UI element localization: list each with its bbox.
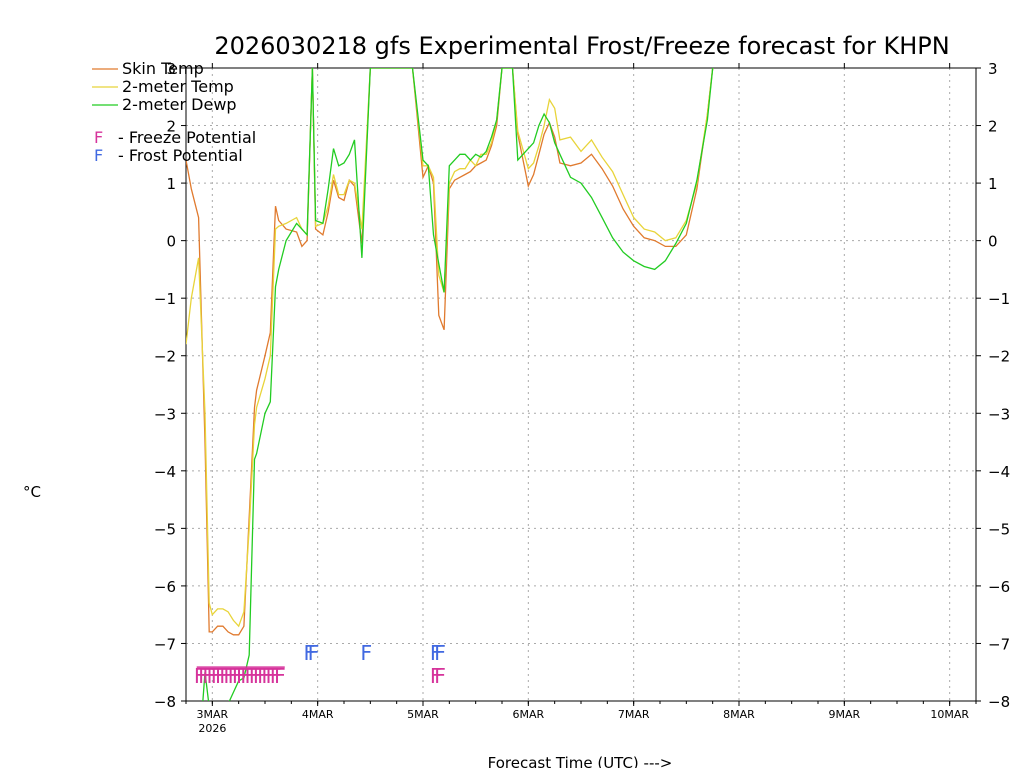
freeze-marker: F [232,664,244,688]
y-tick-label-right: −6 [988,578,1010,596]
y-tick-label-left: −3 [154,405,176,423]
x-tick-label: 6MAR [512,708,544,721]
y-tick-label-right: 3 [988,60,998,78]
y-tick-label-left: −7 [154,635,176,653]
legend-label: Skin Temp [122,59,204,78]
y-tick-label-left: −4 [154,463,176,481]
y-tick-label-left: −1 [154,290,176,308]
y-tick-label-left: −2 [154,348,176,366]
frost-marker: F [303,641,315,665]
y-axis-label: °C [23,483,41,501]
y-tick-label-left: 3 [166,60,176,78]
freeze-marker: F [274,664,286,688]
y-axis-ticks: −8 −8 −7 −7 −6 −6 −5 −5 −4 −4 −3 −3 −2 −2 −1 −1 0 0 1 1 2 2 3 3 [154,60,1010,711]
y-tick-label-left: 1 [166,175,176,193]
frost-marker: F [430,641,442,665]
freeze-marker: F [227,664,239,688]
series-lines [186,68,714,701]
legend-glyph: F [94,146,103,165]
y-tick-label-left: −6 [154,578,176,596]
y-tick-label-right: 2 [988,118,998,136]
freeze-marker: F [236,664,248,688]
legend-glyph: F [94,128,103,147]
freeze-marker: F [244,664,256,688]
freeze-marker: F [194,664,206,688]
y-tick-label-right: 0 [988,233,998,251]
freeze-marker: F [211,664,223,688]
series-line-2-meter-dewp [202,68,714,701]
freeze-marker: F [198,664,210,688]
freeze-marker: F [223,664,235,688]
legend-label: 2-meter Dewp [122,95,237,114]
y-tick-label-left: 0 [166,233,176,251]
freeze-marker: F [430,664,442,688]
frost-marker: F [307,641,319,665]
legend-label: - Freeze Potential [118,128,256,147]
y-tick-label-left: −5 [154,520,176,538]
legend-label: - Frost Potential [118,146,243,165]
freeze-marker: F [248,664,260,688]
frost-marker: F [434,641,446,665]
legend-label: 2-meter Temp [122,77,234,96]
y-tick-label-right: −3 [988,405,1010,423]
chart-title: 2026030218 gfs Experimental Frost/Freeze… [214,32,949,60]
x-tick-label: 9MAR [828,708,860,721]
y-tick-label-right: −8 [988,693,1010,711]
y-tick-label-right: −4 [988,463,1010,481]
x-tick-label: 5MAR [407,708,439,721]
x-tick-label: 8MAR [723,708,755,721]
x-axis-label: Forecast Time (UTC) ---> [488,754,673,768]
freeze-marker: F [270,664,282,688]
freeze-marker: F [253,664,265,688]
x-tick-label: 3MAR [196,708,228,721]
x-tick-label: 10MAR [930,708,969,721]
y-tick-label-right: 1 [988,175,998,193]
freeze-marker: F [261,664,273,688]
y-tick-label-right: −5 [988,520,1010,538]
x-tick-label: 4MAR [302,708,334,721]
y-tick-label-left: −8 [154,693,176,711]
freeze-marker: F [206,664,218,688]
freeze-marker: F [215,664,227,688]
freeze-marker: F [434,664,446,688]
y-tick-label-right: −2 [988,348,1010,366]
x-tick-label: 7MAR [618,708,650,721]
freeze-marker: F [265,664,277,688]
freeze-marker: F [240,664,252,688]
y-tick-label-right: −7 [988,635,1010,653]
x-tick-sublabel: 2026 [198,722,226,735]
frost-marker: F [360,641,372,665]
freeze-marker: F [219,664,231,688]
freeze-marker: F [202,664,214,688]
y-tick-label-right: −1 [988,290,1010,308]
y-tick-label-left: 2 [166,118,176,136]
freeze-marker: F [257,664,269,688]
